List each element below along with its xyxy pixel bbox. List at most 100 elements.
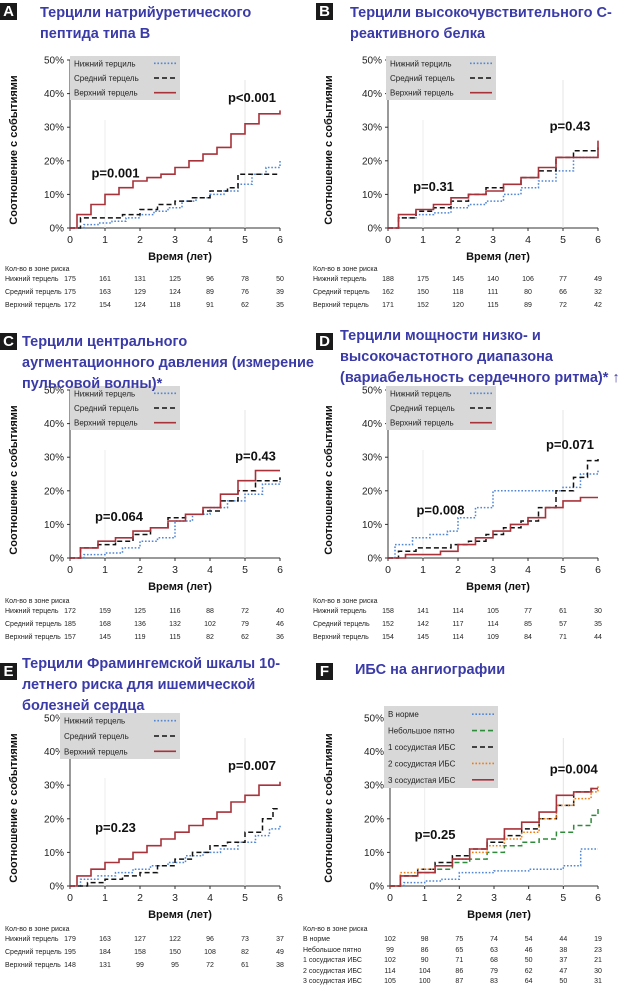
risk-value: 114 (452, 608, 464, 615)
legend-label: 2 сосудистая ИБС (388, 759, 456, 768)
legend-label: Нижний терцель (390, 389, 451, 398)
x-tick-label: 6 (277, 234, 283, 246)
x-tick-label: 2 (455, 234, 461, 246)
x-tick-label: 1 (420, 564, 426, 576)
risk-value: 159 (99, 608, 111, 615)
y-tick-label: 50% (44, 714, 64, 725)
risk-row-label: Нижний терцель (313, 608, 367, 615)
y-tick-label: 20% (44, 156, 64, 167)
panel-title: Терцили Фрамингемской шкалы 10-летнего р… (22, 656, 281, 714)
p-value-annotation: p=0.31 (413, 179, 454, 194)
risk-value: 82 (206, 634, 214, 641)
risk-value: 175 (417, 276, 429, 283)
risk-row: 3 сосудистая ИБС 105 100 87 83 64 50 31 (303, 978, 603, 990)
risk-value: 76 (241, 289, 249, 296)
risk-value: 140 (487, 276, 499, 283)
risk-row-label: Верхний терцель (313, 302, 369, 309)
series-line (70, 477, 281, 559)
risk-value: 102 (384, 957, 396, 964)
x-tick-label: 4 (526, 892, 532, 904)
p-value-annotation: p=0.064 (95, 509, 144, 524)
risk-value: 124 (134, 302, 146, 309)
y-tick-label: 10% (44, 190, 64, 201)
x-tick-label: 5 (242, 564, 248, 576)
risk-value: 77 (524, 608, 532, 615)
risk-value: 86 (455, 967, 464, 975)
risk-value: 96 (206, 276, 214, 283)
x-tick-label: 3 (491, 892, 497, 904)
y-tick-label: 40% (364, 747, 384, 758)
risk-value: 35 (276, 302, 284, 309)
panel-title: Терцили мощности низко- и высокочастотно… (340, 328, 620, 386)
risk-value: 168 (99, 621, 111, 628)
risk-value: 98 (420, 936, 429, 943)
risk-value: 150 (169, 949, 181, 956)
risk-value: 154 (382, 634, 394, 641)
risk-value: 21 (594, 957, 602, 964)
x-tick-label: 3 (172, 892, 178, 904)
p-value-annotation: p=0.43 (550, 119, 591, 134)
risk-row-label: Верхний терцель (5, 302, 61, 309)
risk-row: Нижний терцель 179 163 127 122 96 73 37 (5, 936, 295, 948)
legend-label: Нижний терциль (74, 59, 136, 68)
risk-value: 89 (206, 289, 214, 296)
risk-value: 95 (171, 962, 179, 969)
x-tick-label: 0 (67, 234, 73, 246)
risk-value: 111 (487, 289, 499, 296)
series-line (390, 787, 598, 887)
risk-value: 50 (559, 978, 568, 985)
x-tick-label: 4 (207, 234, 213, 246)
legend-label: В норме (388, 710, 419, 719)
series-line (70, 781, 281, 887)
y-axis-label: Соотношение с событиями (323, 405, 335, 554)
y-axis-label: Соотношение с событиями (323, 733, 335, 882)
risk-value: 162 (382, 289, 394, 296)
y-tick-label: 10% (364, 848, 384, 859)
risk-row-label: 3 сосудистая ИБС (303, 978, 362, 985)
risk-value: 109 (487, 634, 499, 641)
risk-value: 49 (594, 276, 602, 283)
y-tick-label: 40% (44, 747, 64, 758)
y-tick-label: 30% (44, 123, 64, 134)
panel-title: Терцили центрального аугментационного да… (22, 334, 314, 392)
risk-row-label: Верхний терцель (313, 634, 369, 641)
risk-value: 142 (417, 621, 429, 628)
risk-value: 50 (276, 276, 284, 283)
risk-value: 104 (418, 967, 431, 975)
y-tick-label: 50% (362, 386, 382, 397)
risk-value: 148 (64, 962, 76, 969)
x-tick-label: 2 (137, 234, 143, 246)
risk-value: 152 (382, 621, 394, 628)
risk-value: 62 (241, 634, 249, 641)
risk-value: 145 (452, 276, 464, 283)
y-tick-label: 0% (368, 224, 383, 235)
x-tick-label: 1 (102, 892, 108, 904)
legend-label: Средний терцель (74, 404, 139, 413)
risk-value: 145 (417, 634, 429, 641)
risk-value: 114 (452, 634, 464, 641)
y-tick-label: 50% (44, 386, 64, 397)
series-line (70, 173, 280, 229)
risk-row: Средний терцель 162 150 118 111 80 66 32 (313, 289, 603, 301)
risk-header: Кол-во в зоне риска (5, 598, 70, 605)
panel-letter: E (0, 663, 17, 680)
risk-value: 102 (384, 936, 396, 943)
risk-row: Нижний терцель 172 159 125 116 88 72 40 (5, 608, 295, 620)
risk-value: 136 (134, 621, 146, 628)
risk-value: 79 (490, 967, 498, 975)
risk-row: Нижний терцель 188 175 145 140 106 77 49 (313, 276, 603, 288)
legend-label: Верхний терцель (390, 89, 454, 98)
p-value-annotation: p=0.071 (546, 437, 594, 452)
legend-label: 1 сосудистая ИБС (388, 743, 456, 752)
panel-letter: C (0, 333, 17, 350)
series-line (390, 808, 599, 887)
y-tick-label: 0% (50, 224, 65, 235)
y-tick-label: 50% (362, 56, 382, 67)
risk-value: 105 (487, 608, 499, 615)
risk-row-label: Нижний терцель (5, 276, 59, 283)
risk-value: 163 (99, 936, 111, 943)
risk-value: 99 (136, 962, 144, 969)
risk-value: 179 (64, 936, 76, 943)
x-tick-label: 1 (420, 234, 426, 246)
y-tick-label: 40% (362, 89, 382, 100)
